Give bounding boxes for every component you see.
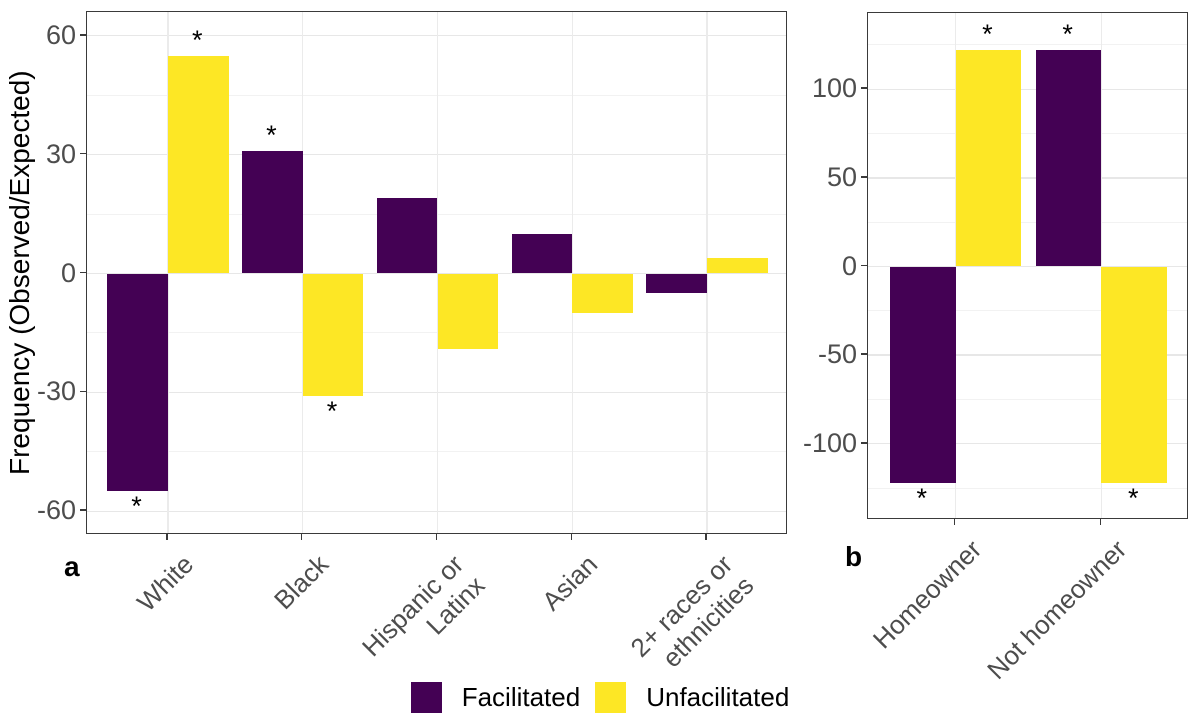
gridline-minor bbox=[868, 133, 1187, 135]
gridline-minor bbox=[87, 451, 786, 453]
bar-facilitated bbox=[1035, 50, 1102, 267]
y-tick-mark bbox=[80, 34, 86, 36]
y-tick-label: -100 bbox=[802, 427, 857, 458]
legend-item-unfacilitated: Unfacilitated bbox=[595, 681, 790, 713]
gridline-minor bbox=[868, 221, 1187, 223]
legend-item-facilitated: Facilitated bbox=[410, 681, 581, 713]
y-tick-label: 60 bbox=[45, 19, 76, 50]
gridline-major bbox=[868, 265, 1187, 268]
significance-star: * bbox=[326, 396, 338, 427]
gridline-vertical bbox=[167, 12, 169, 533]
gridline-vertical bbox=[301, 12, 304, 533]
gridline-vertical bbox=[436, 12, 439, 533]
x-tick-mark bbox=[300, 534, 303, 540]
legend-swatch-unfacilitated bbox=[595, 681, 627, 713]
bar-facilitated bbox=[376, 198, 438, 274]
gridline-major bbox=[87, 391, 786, 394]
gridline-minor bbox=[87, 332, 786, 334]
gridline-major bbox=[868, 443, 1187, 445]
gridline-minor bbox=[868, 310, 1187, 312]
x-tick-mark bbox=[705, 534, 707, 540]
bar-unfacilitated bbox=[572, 273, 633, 314]
gridline-major bbox=[87, 35, 786, 37]
y-tick-label: 0 bbox=[841, 250, 857, 281]
bar-facilitated bbox=[511, 233, 573, 274]
y-tick-label: -30 bbox=[36, 376, 76, 407]
y-tick-mark bbox=[861, 176, 867, 178]
gridline-major bbox=[87, 153, 786, 156]
significance-star: * bbox=[191, 24, 203, 55]
bar-unfacilitated bbox=[1101, 266, 1168, 483]
gridline-major bbox=[868, 177, 1187, 179]
y-tick-label: 50 bbox=[826, 161, 857, 192]
y-tick-label: 0 bbox=[60, 257, 76, 288]
x-tick-mark bbox=[435, 534, 438, 540]
y-tick-mark bbox=[861, 442, 867, 444]
panel-a-label: a bbox=[64, 551, 80, 582]
y-tick-label: -60 bbox=[36, 495, 76, 526]
significance-star: * bbox=[1128, 482, 1139, 513]
legend-swatch-facilitated bbox=[410, 681, 442, 713]
gridline-minor bbox=[868, 487, 1187, 489]
gridline-major bbox=[868, 88, 1187, 90]
gridline-major bbox=[868, 354, 1187, 356]
y-tick-mark bbox=[80, 509, 86, 511]
x-tick-mark bbox=[570, 534, 573, 540]
bar-facilitated bbox=[107, 273, 168, 492]
y-tick-mark bbox=[80, 152, 86, 155]
gridline-minor bbox=[868, 44, 1187, 46]
gridline-major bbox=[87, 272, 786, 275]
significance-star: * bbox=[266, 119, 277, 150]
panel-b-label: b bbox=[845, 541, 863, 572]
bar-unfacilitated bbox=[707, 257, 768, 274]
bar-unfacilitated bbox=[437, 273, 499, 349]
y-tick-mark bbox=[80, 271, 86, 274]
legend: Facilitated Unfacilitated bbox=[0, 681, 1200, 713]
bar-unfacilitated bbox=[167, 55, 229, 274]
y-tick-mark bbox=[80, 390, 86, 393]
y-tick-mark bbox=[861, 353, 867, 355]
y-tick-label: -50 bbox=[817, 339, 857, 370]
significance-star: * bbox=[131, 491, 142, 522]
bar-unfacilitated bbox=[955, 50, 1022, 267]
y-tick-label: 30 bbox=[45, 138, 76, 169]
legend-label-unfacilitated: Unfacilitated bbox=[646, 681, 790, 712]
significance-star: * bbox=[982, 19, 993, 50]
bar-facilitated bbox=[242, 150, 303, 274]
chart-panel-b bbox=[867, 12, 1188, 519]
gridline-minor bbox=[868, 398, 1187, 400]
x-tick-mark bbox=[166, 534, 168, 540]
y-tick-label: 100 bbox=[811, 73, 857, 104]
y-tick-mark bbox=[861, 87, 867, 89]
bar-facilitated bbox=[889, 266, 956, 483]
bar-unfacilitated bbox=[302, 273, 364, 397]
x-tick-mark bbox=[1099, 519, 1102, 525]
gridline-major bbox=[87, 510, 786, 512]
bar-facilitated bbox=[646, 273, 708, 294]
y-tick-mark bbox=[861, 264, 867, 267]
gridline-minor bbox=[87, 94, 786, 96]
x-tick-mark bbox=[953, 519, 956, 525]
gridline-vertical bbox=[1100, 13, 1103, 518]
significance-star: * bbox=[916, 482, 927, 513]
chart-panel-a bbox=[86, 11, 787, 534]
gridline-vertical bbox=[706, 12, 708, 533]
significance-star: * bbox=[1062, 19, 1073, 50]
legend-label-facilitated: Facilitated bbox=[461, 681, 581, 712]
